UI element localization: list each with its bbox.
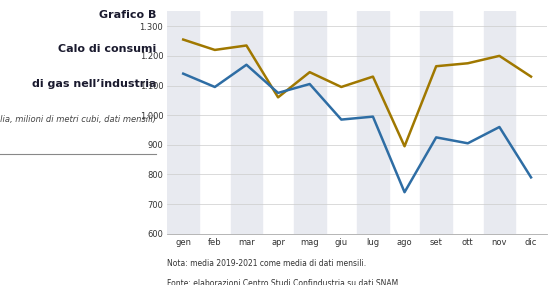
Bar (420, 11, 452, 234)
Bar (357, 11, 389, 234)
Bar (294, 11, 325, 234)
Bar (230, 11, 262, 234)
Text: Grafico B: Grafico B (99, 10, 156, 20)
Text: di gas nell’industria: di gas nell’industria (32, 79, 156, 89)
Bar (167, 11, 199, 234)
Bar (484, 11, 515, 234)
Text: (Italia, milioni di metri cubi, dati mensili): (Italia, milioni di metri cubi, dati men… (0, 115, 156, 124)
Text: Fonte: elaborazioni Centro Studi Confindustria su dati SNAM.: Fonte: elaborazioni Centro Studi Confind… (167, 279, 401, 285)
Text: Nota: media 2019-2021 come media di dati mensili.: Nota: media 2019-2021 come media di dati… (167, 259, 367, 268)
Text: Calo di consumi: Calo di consumi (58, 44, 156, 54)
